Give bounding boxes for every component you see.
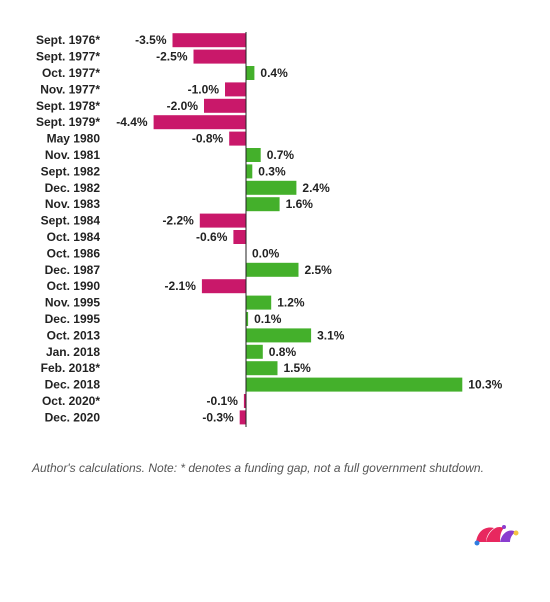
bar	[246, 148, 261, 162]
bar	[246, 377, 463, 392]
data-label: 2.5%	[305, 263, 333, 277]
data-label: 1.2%	[277, 296, 305, 310]
category-label: Dec. 1987	[45, 263, 101, 277]
bars-layer: Sept. 1976* -3.5% Sept. 1977* -2.5% Oct. 197…	[36, 33, 503, 425]
data-label: -2.0%	[167, 99, 199, 113]
data-label: -0.6%	[196, 230, 228, 244]
bar	[246, 344, 263, 359]
bar	[246, 312, 249, 326]
bar	[204, 98, 246, 113]
data-label: 3.1%	[317, 328, 345, 342]
category-label: Sept. 1976*	[36, 33, 100, 47]
bar	[246, 66, 255, 80]
bar	[246, 328, 312, 343]
category-label: Jan. 2018	[46, 345, 100, 359]
category-label: Dec. 2020	[45, 410, 101, 424]
category-label: Sept. 1978*	[36, 99, 100, 113]
bar	[246, 361, 278, 376]
category-label: Nov. 1977*	[40, 82, 100, 96]
bar	[172, 33, 246, 48]
category-label: Sept. 1984	[41, 214, 101, 228]
data-label: 0.4%	[260, 66, 288, 80]
data-label: -0.8%	[192, 132, 224, 146]
jester-hat-icon	[474, 525, 519, 546]
bar	[243, 394, 246, 408]
bar	[153, 115, 246, 130]
data-label: 0.7%	[267, 148, 295, 162]
data-label: 0.0%	[252, 246, 280, 260]
data-label: 0.3%	[258, 164, 286, 178]
category-label: May 1980	[47, 132, 101, 146]
bar	[246, 262, 299, 277]
data-label: -4.4%	[116, 115, 148, 129]
category-label: Sept. 1982	[41, 164, 101, 178]
category-label: Nov. 1981	[45, 148, 100, 162]
bar	[246, 295, 272, 310]
category-label: Oct. 2020*	[42, 394, 100, 408]
category-label: Sept. 1977*	[36, 50, 100, 64]
data-label: -1.0%	[188, 82, 220, 96]
data-label: -3.5%	[135, 33, 167, 47]
category-label: Oct. 1984	[47, 230, 101, 244]
category-label: Oct. 1977*	[42, 66, 100, 80]
category-label: Feb. 2018*	[41, 361, 101, 375]
category-label: Nov. 1983	[45, 197, 100, 211]
data-label: 0.1%	[254, 312, 282, 326]
bar	[201, 279, 246, 294]
data-label: -2.1%	[165, 279, 197, 293]
category-label: Dec. 1982	[45, 181, 101, 195]
category-label: Nov. 1995	[45, 296, 100, 310]
bar	[193, 49, 246, 64]
bar	[246, 164, 253, 179]
data-label: 0.8%	[269, 345, 297, 359]
data-label: -2.5%	[156, 50, 188, 64]
bar	[246, 180, 297, 195]
category-label: Oct. 1986	[47, 246, 101, 260]
bar	[239, 410, 246, 425]
category-label: Oct. 1990	[47, 279, 101, 293]
data-label: 2.4%	[302, 181, 330, 195]
category-label: Dec. 1995	[45, 312, 101, 326]
source-note: Author's calculations. Note: * denotes a…	[32, 461, 484, 475]
bar-chart: Sept. 1976* -3.5% Sept. 1977* -2.5% Oct. 197…	[36, 32, 503, 427]
data-label: -2.2%	[162, 214, 194, 228]
bar	[229, 131, 246, 146]
data-label: -0.1%	[207, 394, 239, 408]
bar	[246, 197, 280, 212]
bar	[225, 82, 246, 97]
data-label: 10.3%	[468, 378, 502, 392]
data-label: -0.3%	[202, 410, 234, 424]
bar	[233, 230, 246, 244]
logo	[472, 522, 520, 551]
bar	[199, 213, 246, 228]
data-label: 1.6%	[286, 197, 314, 211]
category-label: Sept. 1979*	[36, 115, 100, 129]
data-label: 1.5%	[284, 361, 312, 375]
category-label: Oct. 2013	[47, 328, 101, 342]
category-label: Dec. 2018	[45, 378, 101, 392]
